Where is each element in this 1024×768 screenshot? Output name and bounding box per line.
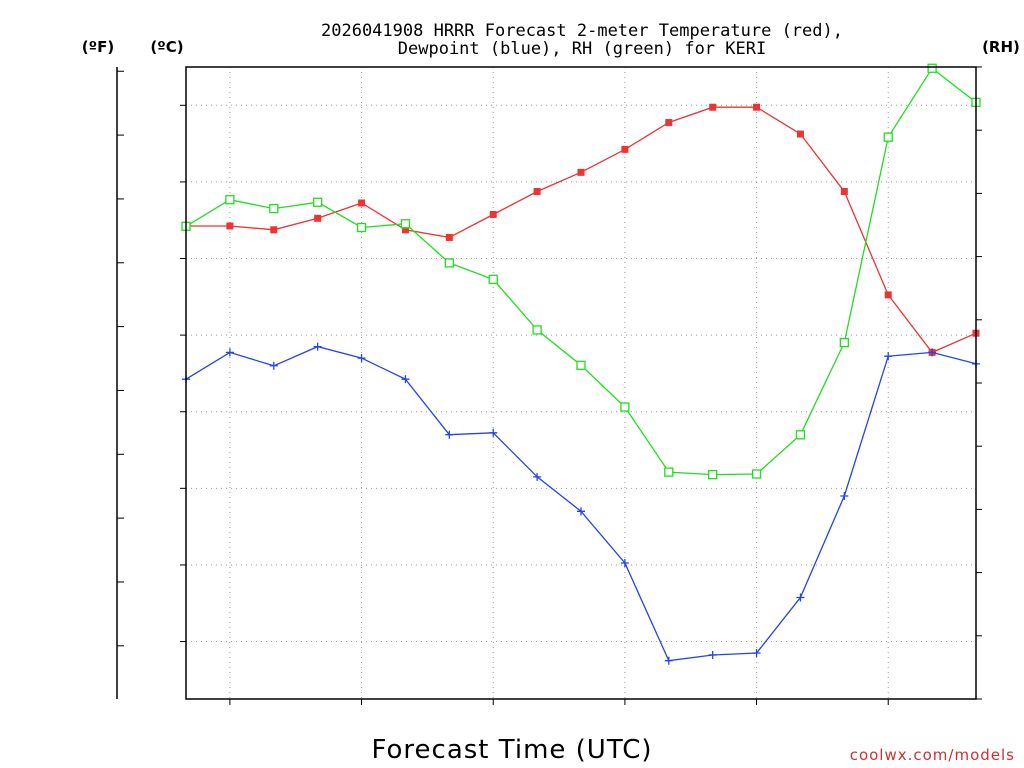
chart-title-line1: 2026041908 HRRR Forecast 2-meter Tempera… — [321, 21, 843, 41]
rh-point — [576, 360, 586, 370]
dewpoint-point — [884, 352, 893, 361]
2-meter-temperature-point — [665, 119, 673, 127]
dewpoint-series — [182, 342, 980, 665]
fahrenheit-axis — [116, 67, 124, 699]
celsius-axis — [180, 104, 186, 643]
dewpoint-point — [796, 593, 805, 602]
credit-text: coolwx.com/models — [850, 746, 1015, 764]
rh-point — [225, 195, 235, 205]
rh-line — [185, 67, 977, 476]
rh-point — [927, 63, 937, 73]
rh-point — [664, 467, 674, 477]
rh-point — [708, 469, 718, 480]
2-meter-temperature-line — [186, 106, 977, 354]
2-meter-temperature-point — [840, 187, 848, 195]
rh-point — [839, 337, 849, 348]
rh-series — [181, 63, 981, 480]
dewpoint-point — [269, 361, 278, 370]
dewpoint-point — [752, 649, 761, 658]
dewpoint-point — [357, 354, 366, 363]
dewpoint-point — [489, 428, 498, 437]
rh-point — [751, 469, 762, 479]
dewpoint-point — [840, 491, 849, 500]
dewpoint-point — [313, 342, 322, 351]
rh-point — [356, 222, 367, 233]
2-meter-temperature-point — [270, 226, 278, 234]
rh-point — [795, 430, 806, 440]
rh-point — [883, 132, 893, 142]
2-meter-temperature-point — [489, 210, 497, 218]
2-meter-temperature-point — [796, 130, 804, 138]
dewpoint-point — [664, 656, 673, 665]
chart-title-line2: Dewpoint (blue), RH (green) for KERI — [398, 39, 766, 59]
celsius-unit-label: (ºC) — [150, 38, 183, 56]
dewpoint-point — [577, 507, 585, 516]
2-meter-temperature-point — [621, 145, 629, 153]
dewpoint-point — [620, 559, 629, 568]
2-meter-temperature-point — [445, 233, 453, 241]
rh-unit-label: (RH) — [982, 38, 1020, 56]
dewpoint-line — [185, 345, 977, 662]
dewpoint-point — [225, 348, 234, 357]
dewpoint-point — [401, 375, 410, 384]
2-meter-temperature-point — [401, 226, 409, 234]
rh-point — [269, 203, 279, 214]
rh-point — [313, 197, 323, 207]
2-meter-temperature-point — [533, 187, 541, 195]
x-axis-title: Forecast Time (UTC) — [371, 735, 652, 765]
2-meter-temperature-point — [358, 199, 366, 207]
dewpoint-point — [533, 472, 542, 481]
dewpoint-point — [928, 348, 937, 357]
2-meter-temperature-point — [753, 103, 761, 111]
plot-frame — [185, 66, 977, 700]
grid-lines — [186, 67, 976, 699]
series-layer — [181, 63, 981, 665]
rh-point — [488, 274, 498, 285]
rh-point — [400, 219, 411, 229]
fahrenheit-unit-label: (ºF) — [82, 38, 114, 56]
rh-point — [444, 258, 454, 268]
2-meter-temperature-point — [226, 222, 234, 230]
rh-point — [620, 402, 630, 412]
dewpoint-point — [708, 650, 717, 659]
2-meter-temperature-point — [314, 214, 322, 222]
2-meter-temperature-point — [577, 168, 585, 176]
rh-point — [532, 325, 542, 335]
2-meter-temperature-series — [182, 103, 980, 356]
rh-axis — [976, 66, 982, 700]
2-meter-temperature-point — [709, 103, 717, 111]
2-meter-temperature-point — [884, 291, 892, 299]
dewpoint-point — [445, 430, 454, 439]
time-axis — [229, 699, 889, 705]
